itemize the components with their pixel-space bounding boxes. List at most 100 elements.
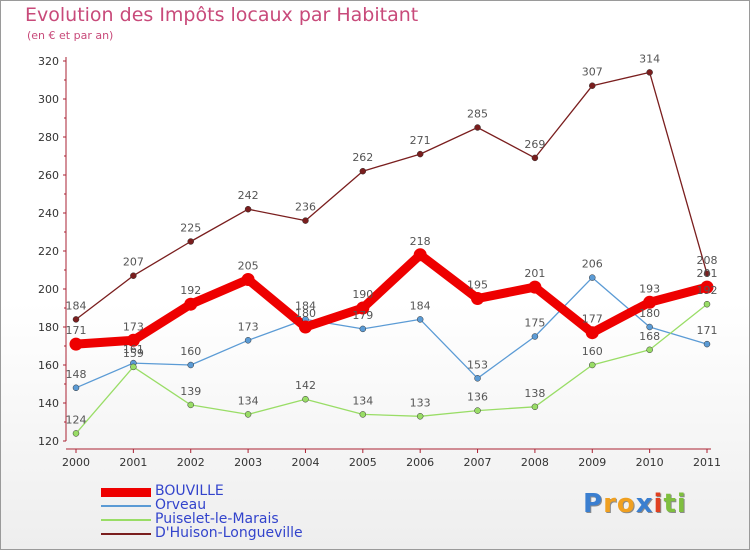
x-tick-label: 2007	[464, 456, 492, 469]
data-label: 190	[352, 288, 373, 301]
data-label: 192	[180, 284, 201, 297]
data-label: 173	[238, 320, 259, 333]
data-point	[244, 205, 252, 213]
data-point	[356, 301, 370, 315]
data-point	[474, 407, 481, 414]
series-line	[75, 276, 708, 389]
data-label: 160	[582, 345, 603, 358]
data-label: 180	[295, 307, 316, 320]
data-point	[646, 69, 653, 76]
data-label: 225	[180, 222, 201, 235]
data-label: 171	[66, 324, 87, 337]
data-label: 271	[410, 134, 431, 147]
data-point	[646, 346, 653, 354]
logo-letter: r	[603, 489, 617, 519]
data-label: 201	[697, 267, 718, 280]
data-label: 175	[524, 317, 545, 330]
data-label: 205	[238, 260, 259, 273]
y-tick-label: 240	[38, 207, 59, 220]
data-label: 201	[524, 267, 545, 280]
y-tick-label: 160	[38, 359, 59, 372]
data-point	[413, 248, 427, 262]
data-label: 173	[123, 320, 144, 333]
data-point	[416, 316, 424, 323]
data-point	[589, 82, 596, 89]
series-line	[75, 303, 708, 435]
data-point	[72, 430, 80, 437]
y-tick-label: 320	[38, 55, 59, 68]
x-tick-label: 2011	[693, 456, 721, 469]
data-label: 206	[582, 258, 603, 271]
data-point	[244, 411, 252, 418]
data-label: 161	[123, 343, 144, 356]
data-label: 133	[410, 396, 431, 409]
series-line	[71, 250, 712, 349]
logo-letter: t	[663, 489, 677, 519]
data-point	[69, 337, 83, 351]
page-title: Evolution des Impôts locaux par Habitant	[25, 4, 419, 26]
data-point	[72, 316, 80, 323]
data-label: 269	[524, 138, 545, 151]
y-tick-label: 140	[38, 397, 59, 410]
data-point	[187, 361, 194, 369]
data-point	[474, 375, 481, 382]
data-point	[531, 154, 539, 162]
data-label: 262	[352, 151, 373, 164]
data-point	[474, 124, 481, 131]
y-tick-label: 180	[38, 321, 59, 334]
data-point	[130, 363, 137, 371]
data-label: 314	[639, 52, 660, 65]
data-point	[585, 326, 599, 340]
legend-swatch	[101, 487, 151, 497]
data-point	[416, 413, 424, 420]
data-point	[359, 411, 367, 418]
data-label: 236	[295, 201, 316, 214]
data-label: 153	[467, 358, 488, 371]
data-label: 134	[352, 394, 373, 407]
data-label: 180	[639, 307, 660, 320]
data-label: 168	[639, 330, 660, 343]
x-tick-label: 2003	[234, 456, 262, 469]
data-label: 124	[66, 413, 87, 426]
data-label: 208	[697, 254, 718, 267]
x-tick-label: 2010	[636, 456, 664, 469]
x-tick-label: 2002	[177, 456, 205, 469]
legend-swatch	[101, 505, 151, 507]
proxiti-logo: Proxiti	[583, 489, 687, 519]
data-label: 179	[352, 309, 373, 322]
legend-label: Puiselet-le-Marais	[155, 511, 279, 527]
data-label: 218	[410, 235, 431, 248]
data-point	[359, 167, 367, 175]
data-point	[589, 361, 596, 369]
y-tick-label: 260	[38, 169, 59, 182]
data-point	[187, 401, 194, 409]
data-label: 184	[295, 299, 316, 312]
data-point	[302, 217, 309, 224]
logo-letter: i	[676, 489, 687, 519]
data-point	[531, 403, 539, 411]
y-tick-label: 200	[38, 283, 59, 296]
logo-letter: P	[583, 489, 604, 519]
legend-label: D'Huison-Longueville	[155, 525, 303, 541]
data-point	[416, 150, 424, 158]
x-tick-label: 2009	[578, 456, 606, 469]
x-tick-label: 2005	[349, 456, 377, 469]
legend-label: BOUVILLE	[155, 483, 224, 499]
logo-letter: x	[635, 489, 654, 519]
x-tick-label: 2000	[62, 456, 90, 469]
data-label: 134	[238, 394, 259, 407]
data-point	[126, 333, 140, 347]
y-tick-label: 300	[38, 93, 59, 106]
data-label: 307	[582, 66, 603, 79]
data-point	[184, 297, 198, 311]
logo-letter: i	[653, 489, 664, 519]
data-point	[646, 323, 653, 331]
data-point	[589, 274, 596, 281]
legend-swatch	[101, 533, 151, 535]
data-point	[244, 337, 252, 344]
data-point	[703, 270, 711, 278]
data-point	[298, 320, 312, 334]
data-point	[700, 280, 714, 294]
